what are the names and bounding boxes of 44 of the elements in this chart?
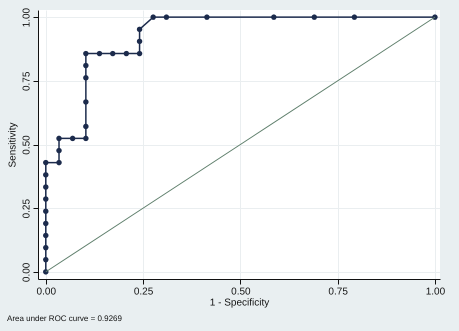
point (56, 148, 62, 154)
x-tick-label: 0.50 (231, 286, 252, 298)
y-tick-label: 0.00 (22, 262, 32, 282)
y-tick-label: 1.00 (22, 7, 32, 28)
x-tick-label: 0.25 (134, 286, 154, 298)
point (164, 14, 170, 20)
point (352, 14, 358, 20)
point (43, 256, 49, 262)
point (83, 136, 89, 142)
point (70, 136, 76, 142)
point (83, 75, 89, 80)
point (43, 220, 49, 226)
point (96, 50, 102, 56)
point (43, 232, 49, 238)
y-axis-title: Sensitivity (8, 122, 18, 168)
point (271, 14, 277, 20)
point (136, 26, 142, 32)
y-tick-label: 0.75 (22, 71, 32, 92)
point (43, 184, 49, 190)
point (56, 136, 62, 142)
y-tick-label: 0.25 (22, 198, 32, 218)
text: Area under ROC curve = 0.9269 (7, 314, 123, 323)
point (43, 208, 49, 214)
point (136, 38, 142, 44)
point (43, 196, 49, 202)
y-tick-label: 0.50 (22, 134, 32, 155)
point (43, 172, 49, 178)
point (43, 160, 49, 166)
point (110, 50, 116, 56)
x-axis-title: 1 - Specificity (210, 298, 270, 308)
point (150, 14, 156, 20)
point (312, 14, 318, 20)
point (83, 99, 89, 105)
point (43, 244, 49, 250)
point (83, 124, 89, 130)
point (83, 50, 89, 56)
point (83, 62, 89, 68)
point (204, 14, 210, 20)
x-tick-label: 0.00 (36, 286, 56, 298)
point (56, 160, 62, 166)
point (124, 50, 130, 56)
x-tick-label: 0.75 (328, 286, 348, 298)
x-tick-label: 1.00 (426, 286, 446, 298)
point (136, 50, 142, 56)
